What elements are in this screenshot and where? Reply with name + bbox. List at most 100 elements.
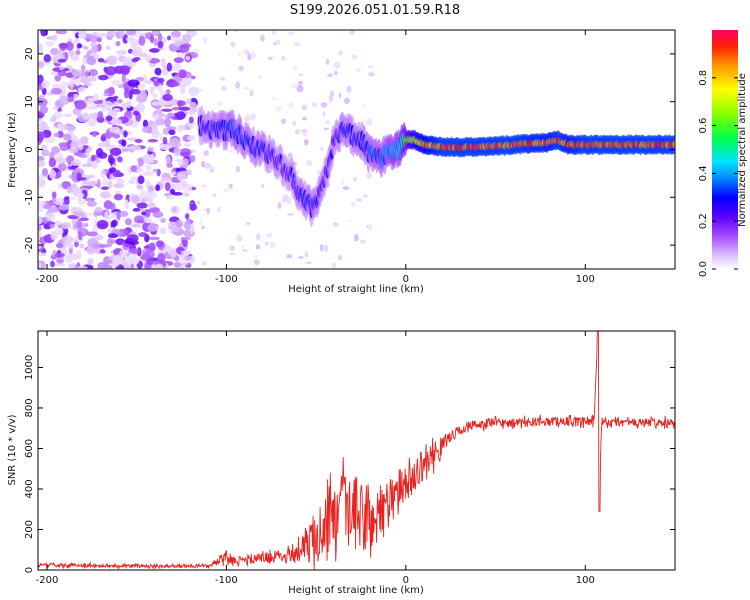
spectrogram-noise-cell: [217, 101, 224, 106]
spectrogram-noise-cell: [60, 222, 72, 230]
spectrogram-noise-cell: [91, 160, 98, 169]
spectrogram-noise-cell: [220, 85, 227, 91]
spectrogram-noise-cell: [49, 169, 57, 180]
spectrogram-noise-cell: [185, 213, 190, 220]
spectrogram-noise-cell: [54, 201, 62, 205]
spectrogram-noise-cell: [275, 105, 282, 112]
spectrogram-noise-cell: [130, 223, 142, 228]
spectrogram-noise-cell: [97, 142, 108, 148]
spectrogram-noise-cell: [158, 144, 170, 150]
snr-y-axis-label: SNR (10 * v/v): [7, 414, 18, 485]
spectrogram-noise-cell: [102, 178, 113, 183]
spectrogram-noise-cell: [128, 247, 140, 254]
spectrogram-noise-cell: [136, 184, 143, 190]
spectrogram-noise-cell: [184, 255, 191, 261]
spectrogram-noise-cell: [322, 111, 326, 117]
spectrogram-noise-cell: [188, 86, 200, 96]
spectrogram-noise-cell: [170, 98, 179, 106]
spectrogram-noise-cell: [85, 197, 96, 202]
spectrogram-noise-cell: [245, 50, 250, 55]
spectrogram-noise-cell: [169, 137, 180, 148]
spectrogram-noise-cell: [160, 57, 166, 68]
spectrogram-noise-cell: [303, 139, 309, 146]
spectrogram-noise-cell: [173, 147, 181, 156]
spectrogram-noise-cell: [203, 149, 210, 157]
spectrogram-noise-cell: [89, 35, 98, 43]
spectrogram-noise-cell: [144, 250, 155, 259]
spectrogram-noise-cell: [124, 199, 130, 210]
spectrogram-noise-cell: [137, 83, 146, 90]
spectrogram-noise-cell: [323, 127, 329, 130]
spectrogram-noise-cell: [287, 213, 294, 216]
spectrogram-noise-cell: [128, 148, 135, 153]
spectrogram-noise-cell: [109, 147, 122, 156]
spectrogram-noise-cell: [126, 234, 139, 242]
spectrogram-noise-cell: [165, 89, 171, 95]
spectrogram-noise-cell: [332, 222, 340, 227]
spectrogram-noise-cell: [100, 136, 107, 142]
spectrogram-noise-cell: [111, 219, 118, 227]
spectrogram-noise-cell: [170, 30, 182, 38]
spectrogram-noise-cell: [130, 165, 137, 173]
spectrogram-noise-cell: [155, 240, 164, 248]
spectrogram-noise-cell: [159, 133, 164, 142]
spectrogram-noise-cell: [180, 237, 192, 241]
spectrogram-noise-cell: [149, 34, 155, 44]
spectrogram-noise-cell: [58, 203, 70, 211]
spectrogram-noise-cell: [78, 232, 83, 241]
spectrogram-noise-cell: [38, 98, 48, 107]
spectrogram-noise-cell: [338, 92, 342, 99]
spectrogram-noise-cell: [123, 130, 128, 138]
spectrogram-noise-cell: [51, 191, 57, 199]
spectrogram-noise-cell: [41, 168, 49, 177]
spectrogram-noise-cell: [288, 101, 294, 110]
spectrogram-noise-cell: [264, 241, 269, 246]
spectrogram-noise-cell: [39, 105, 49, 114]
spectrogram-noise-cell: [54, 157, 67, 164]
spectrogram-noise-cell: [260, 34, 265, 42]
spectrogram-noise-cell: [88, 199, 93, 207]
spectrogram-noise-cell: [184, 192, 190, 197]
spectrogram-noise-cell: [151, 112, 159, 120]
spectrogram-noise-cell: [50, 87, 63, 95]
spectrogram-x-tick-label: 0: [403, 274, 409, 285]
spectrogram-noise-cell: [90, 45, 99, 54]
spectrogram-noise-cell: [119, 65, 131, 74]
spectrogram-noise-cell: [291, 83, 299, 90]
spectrogram-noise-cell: [89, 174, 96, 179]
spectrogram-noise-cell: [188, 101, 198, 111]
spectrogram-noise-cell: [93, 210, 98, 217]
spectrogram-noise-cell: [121, 139, 127, 147]
spectrogram-noise-cell: [201, 160, 206, 168]
snr-marks: [38, 331, 675, 570]
spectrogram-noise-cell: [153, 37, 159, 47]
snr-y-tick-label: 600: [24, 439, 35, 458]
spectrogram-noise-cell: [190, 75, 196, 80]
spectrogram-noise-cell: [366, 171, 373, 180]
spectrogram-noise-cell: [151, 101, 161, 106]
snr-x-tick-label: -200: [36, 575, 59, 586]
spectrogram-noise-cell: [175, 158, 184, 163]
spectrogram-noise-cell: [38, 215, 43, 225]
spectrogram-noise-cell: [196, 200, 201, 205]
spectrogram-noise-cell: [327, 73, 333, 78]
spectrogram-noise-cell: [130, 256, 140, 265]
spectrogram-noise-cell: [185, 55, 191, 61]
spectrogram-noise-cell: [38, 74, 44, 84]
spectrogram-noise-cell: [193, 48, 201, 53]
spectrogram-noise-cell: [157, 40, 164, 49]
spectrogram-noise-cell: [154, 263, 164, 269]
spectrogram-noise-cell: [128, 179, 136, 185]
spectrogram-noise-cell: [62, 133, 72, 141]
spectrogram-noise-cell: [110, 118, 122, 126]
spectrogram-noise-cell: [75, 49, 81, 56]
spectrogram-noise-cell: [81, 163, 94, 168]
spectrogram-noise-cell: [87, 145, 93, 152]
spectrogram-noise-cell: [78, 217, 90, 222]
spectrogram-noise-cell: [152, 168, 158, 173]
spectrogram-noise-cell: [97, 111, 104, 120]
spectrogram-noise-cell: [55, 242, 64, 249]
spectrogram-y-tick-label: -10: [24, 189, 35, 205]
snr-y-tick-label: 200: [24, 520, 35, 539]
spectrogram-noise-cell: [242, 249, 248, 253]
